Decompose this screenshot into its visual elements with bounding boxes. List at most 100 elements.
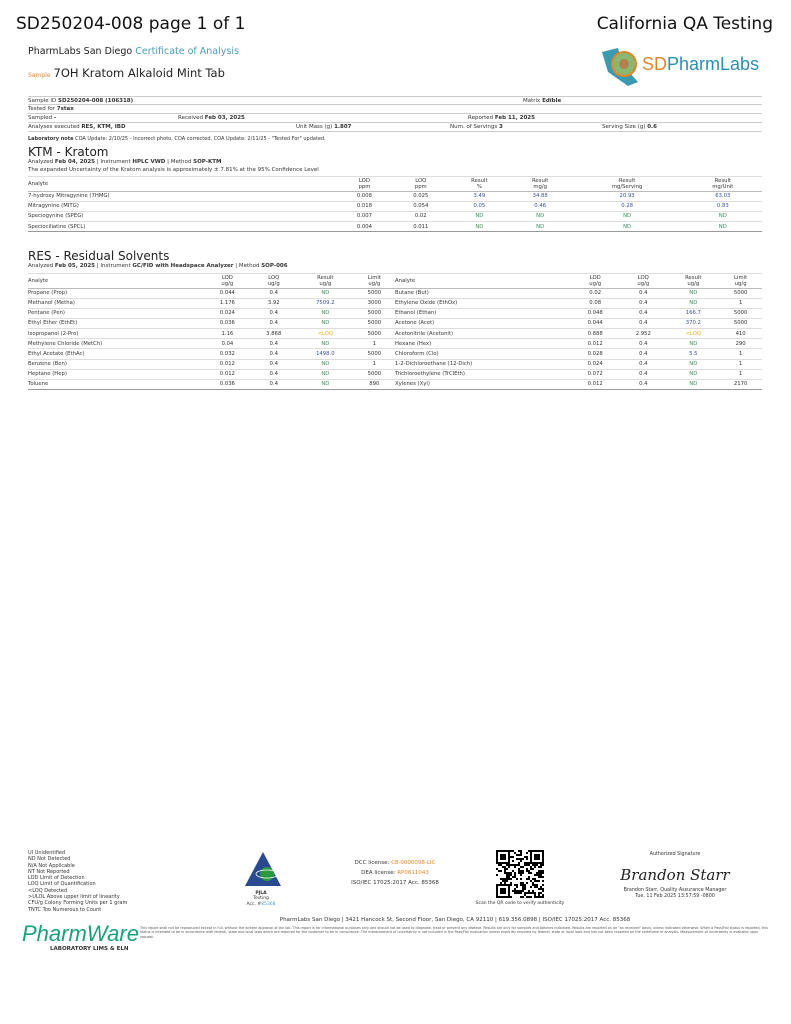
matrix-label: Matrix (523, 98, 541, 104)
table-cell: 5000 (353, 328, 395, 340)
table-cell: Isopropanol (2-Pro) (28, 328, 205, 340)
pharmware-name: PharmWare (22, 921, 139, 946)
qr-caption: Scan the QR code to verify authenticity (475, 900, 565, 906)
table-cell: 0.02 (571, 288, 620, 299)
table-cell: 7509.2 (296, 298, 354, 309)
ktm-meta: Analyzed Feb 04, 2025 | Instrument HPLC … (28, 159, 222, 166)
table-cell: ND (667, 298, 720, 309)
table-cell: 20.93 (570, 191, 684, 202)
table-cell: 0.025 (392, 191, 449, 202)
qr-block[interactable]: Scan the QR code to verify authenticity (470, 850, 570, 906)
table-cell: Ethyl Acetate (EthAc) (28, 348, 205, 360)
legend-item: LOQ Limit of Quantification (28, 881, 96, 888)
table-cell: 0.018 (336, 201, 393, 213)
table-row: Methylene Chloride (MetCh) 0.04 0.4 ND 1 (28, 338, 395, 350)
table-row: Ethyl Acetate (EthAc) 0.032 0.4 1498.0 5000 (28, 348, 395, 360)
table-cell: 0.032 (204, 348, 251, 360)
column-header: Result ug/g (296, 272, 354, 289)
table-cell: 1-2-Dichloroethane (12-Dich) (395, 359, 572, 370)
table-cell: 1.176 (204, 298, 251, 309)
sample-info: Sample ID SD250204-008 (106318) Matrix Ed… (28, 96, 762, 132)
res-meta: Analyzed Feb 05, 2025 | Instrument GC/FI… (28, 263, 288, 270)
res-table-right: Analyte LOD ug/g LOQ ug/g Result ug/g Limit ug/g… (395, 272, 762, 390)
table-cell: Trichloroethylene (TrClEth) (395, 369, 572, 380)
table-cell: ND (296, 379, 354, 390)
column-header: LOQ ug/g (619, 272, 668, 289)
tested-for-field: Tested for 7stax (28, 105, 74, 114)
table-cell: 0.036 (204, 318, 251, 330)
table-cell: ND (296, 318, 354, 330)
sample-id: SD250204-008 (106318) (57, 98, 134, 104)
table-cell: Xylenes (Xyl) (395, 379, 572, 390)
sample-name: 7OH Kratom Alkaloid Mint Tab (53, 66, 225, 80)
table-row: Ethyl Ether (EthEt) 0.036 0.4 ND 5000 (28, 318, 395, 330)
reported-label: Reported (468, 115, 494, 121)
pjla-sub: Testing (253, 896, 269, 902)
table-cell: Mitragynine (MITG) (28, 201, 337, 213)
footer-address: PharmLabs San Diego | 3421 Hancock St, S… (279, 917, 631, 923)
table-row: Speciogynine (SPEG) 0.007 0.02 ND ND ND ND (28, 211, 762, 223)
table-cell: 0.012 (571, 379, 620, 390)
doc-type: Certificate of Analysis (135, 46, 239, 57)
legend-item: TNTC Too Numerous to Count (28, 906, 102, 913)
table-cell: 1 (719, 348, 762, 360)
table-cell: Benzene (Ben) (28, 359, 205, 370)
iso-accreditation: ISO/IEC 17025:2017 Acc. 85368 (351, 880, 439, 886)
table-header: Analyte LOD ug/g LOQ ug/g Result ug/g Limit ug/g (28, 272, 395, 289)
table-cell: ND (667, 338, 720, 350)
table-cell: Acetone (Acet) (395, 318, 572, 330)
column-header: LOQ ug/g (250, 272, 297, 289)
res-title: RES - Residual Solvents (28, 249, 170, 263)
table-cell: Methanol (Metha) (28, 298, 205, 309)
sdpharmlabs-logo: SDPharmLabs (598, 44, 763, 88)
column-header: Limit ug/g (353, 272, 395, 289)
table-row: Propane (Prop) 0.044 0.4 ND 5000 (28, 288, 395, 299)
table-cell: 2170 (719, 379, 762, 390)
column-header: Analyte (28, 175, 337, 192)
table-cell: ND (296, 308, 354, 320)
table-cell: 0.054 (392, 201, 449, 213)
table-cell: 0.024 (571, 359, 620, 370)
ktm-title: KTM - Kratom (28, 145, 109, 159)
received: Feb 03, 2025 (204, 115, 245, 121)
table-cell: 0.4 (250, 318, 297, 330)
table-cell: 3000 (353, 298, 395, 309)
table-cell: 0.46 (509, 201, 571, 213)
table-cell: Propane (Prop) (28, 288, 205, 299)
servings-field: Num. of Servings 3 (450, 123, 503, 132)
analyses: RES, KTM, IBD (81, 124, 126, 130)
table-cell: 410 (719, 328, 762, 340)
table-cell: 1 (719, 369, 762, 380)
lab-line: PharmLabs San Diego Certificate of Analy… (28, 46, 239, 57)
logo-sd: SD (642, 54, 668, 74)
reported-field: Reported Feb 11, 2025 (468, 114, 535, 123)
table-cell: 0.012 (204, 359, 251, 370)
unit-mass-field: Unit Mass (g) 1.807 (296, 123, 351, 132)
table-cell: 0.4 (250, 379, 297, 390)
table-cell: 5.5 (667, 348, 720, 360)
table-header: Analyte LOD ug/g LOQ ug/g Result ug/g Limit ug/g (395, 272, 762, 289)
table-row: Chloroform (Clo) 0.028 0.4 5.5 1 (395, 348, 762, 360)
lab-note-label: Laboratory note (28, 136, 74, 142)
table-cell: 0.044 (571, 318, 620, 330)
table-cell: Acetonitrile (Acetonit) (395, 328, 572, 340)
unit-mass: 1.807 (334, 124, 352, 130)
table-cell: ND (667, 359, 720, 370)
table-cell: Speciociliatine (SPCL) (28, 221, 337, 233)
table-row: Acetone (Acet) 0.044 0.4 370.2 5000 (395, 318, 762, 330)
column-header: Analyte (28, 272, 205, 289)
sample-id-field: Sample ID SD250204-008 (106318) (28, 97, 133, 106)
california-seal-icon (602, 48, 638, 86)
table-cell: 0.4 (250, 359, 297, 370)
table-row: Heptane (Hep) 0.012 0.4 ND 5000 (28, 369, 395, 380)
matrix-field: Matrix Edible (523, 97, 561, 106)
table-cell: ND (667, 379, 720, 390)
qr-code[interactable] (496, 850, 544, 898)
table-cell: ND (683, 221, 762, 233)
table-cell: 0.04 (204, 338, 251, 350)
table-cell: 0.024 (204, 308, 251, 320)
legend-item: ND Not Detected (28, 856, 71, 863)
matrix: Edible (542, 98, 562, 104)
column-header: Result mg/Serving (570, 175, 684, 192)
table-row: Isopropanol (2-Pro) 1.16 3.868 <LOQ 5000 (28, 328, 395, 340)
